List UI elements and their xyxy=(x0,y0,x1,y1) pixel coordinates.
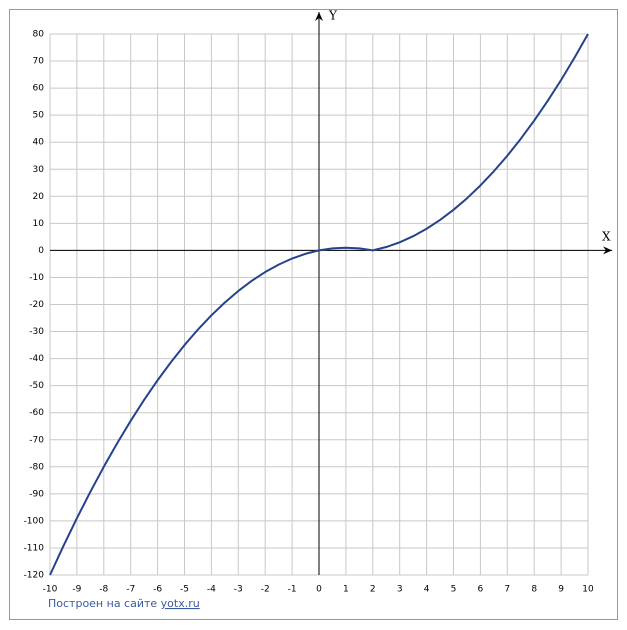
y-tick-label: 70 xyxy=(33,57,45,67)
y-tick-label: 80 xyxy=(33,30,45,40)
x-tick-label: -7 xyxy=(126,585,135,595)
y-tick-label: -70 xyxy=(29,435,44,445)
curve xyxy=(49,33,589,576)
x-tick-label: -1 xyxy=(288,585,297,595)
x-tick-label: 3 xyxy=(397,585,403,595)
y-tick-label: 40 xyxy=(33,138,45,148)
x-axis-arrow xyxy=(603,246,612,255)
y-tick-label: -100 xyxy=(24,516,45,526)
x-tick-label: 6 xyxy=(478,585,484,595)
y-tick-label: 0 xyxy=(38,246,44,256)
y-tick-label: 30 xyxy=(33,165,45,175)
x-tick-label: 0 xyxy=(316,585,322,595)
y-tick-label: -110 xyxy=(24,543,45,553)
y-tick-label: 10 xyxy=(33,219,45,229)
x-tick-label: -4 xyxy=(207,585,216,595)
x-tick-label: 1 xyxy=(343,585,349,595)
x-tick-label: 10 xyxy=(582,585,594,595)
footer-caption: Построен на сайте xyxy=(48,597,157,610)
y-tick-label: 60 xyxy=(33,84,45,94)
y-tick-label: -60 xyxy=(29,408,44,418)
y-tick-label: -50 xyxy=(29,381,44,391)
y-tick-label: -30 xyxy=(29,327,44,337)
x-tick-label: -6 xyxy=(153,585,162,595)
footer-text: Построен на сайте yotx.ru xyxy=(48,597,200,610)
x-tick-label: -10 xyxy=(43,585,58,595)
x-tick-label: -9 xyxy=(72,585,81,595)
x-tick-label: -5 xyxy=(180,585,189,595)
y-tick-label: -90 xyxy=(29,489,44,499)
x-tick-label: -2 xyxy=(261,585,270,595)
x-tick-label: 4 xyxy=(424,585,430,595)
y-axis-label: Y xyxy=(328,9,338,23)
y-axis-arrow xyxy=(315,12,323,21)
y-tick-label: -120 xyxy=(24,571,45,581)
x-tick-label: -3 xyxy=(234,585,243,595)
x-tick-label: 7 xyxy=(504,585,510,595)
y-tick-label: 20 xyxy=(33,192,45,202)
y-tick-label: 50 xyxy=(33,111,45,121)
y-tick-label: -40 xyxy=(29,354,44,364)
y-tick-label: -80 xyxy=(29,462,44,472)
footer-link[interactable]: yotx.ru xyxy=(161,597,200,610)
frame xyxy=(9,9,618,620)
x-tick-label: -8 xyxy=(99,585,108,595)
x-tick-label: 2 xyxy=(370,585,376,595)
x-tick-label: 8 xyxy=(531,585,537,595)
x-tick-label: 9 xyxy=(558,585,564,595)
x-tick-label: 5 xyxy=(451,585,457,595)
y-tick-label: -10 xyxy=(29,273,44,283)
x-axis-label: X xyxy=(602,230,611,244)
y-tick-label: -20 xyxy=(29,300,44,310)
